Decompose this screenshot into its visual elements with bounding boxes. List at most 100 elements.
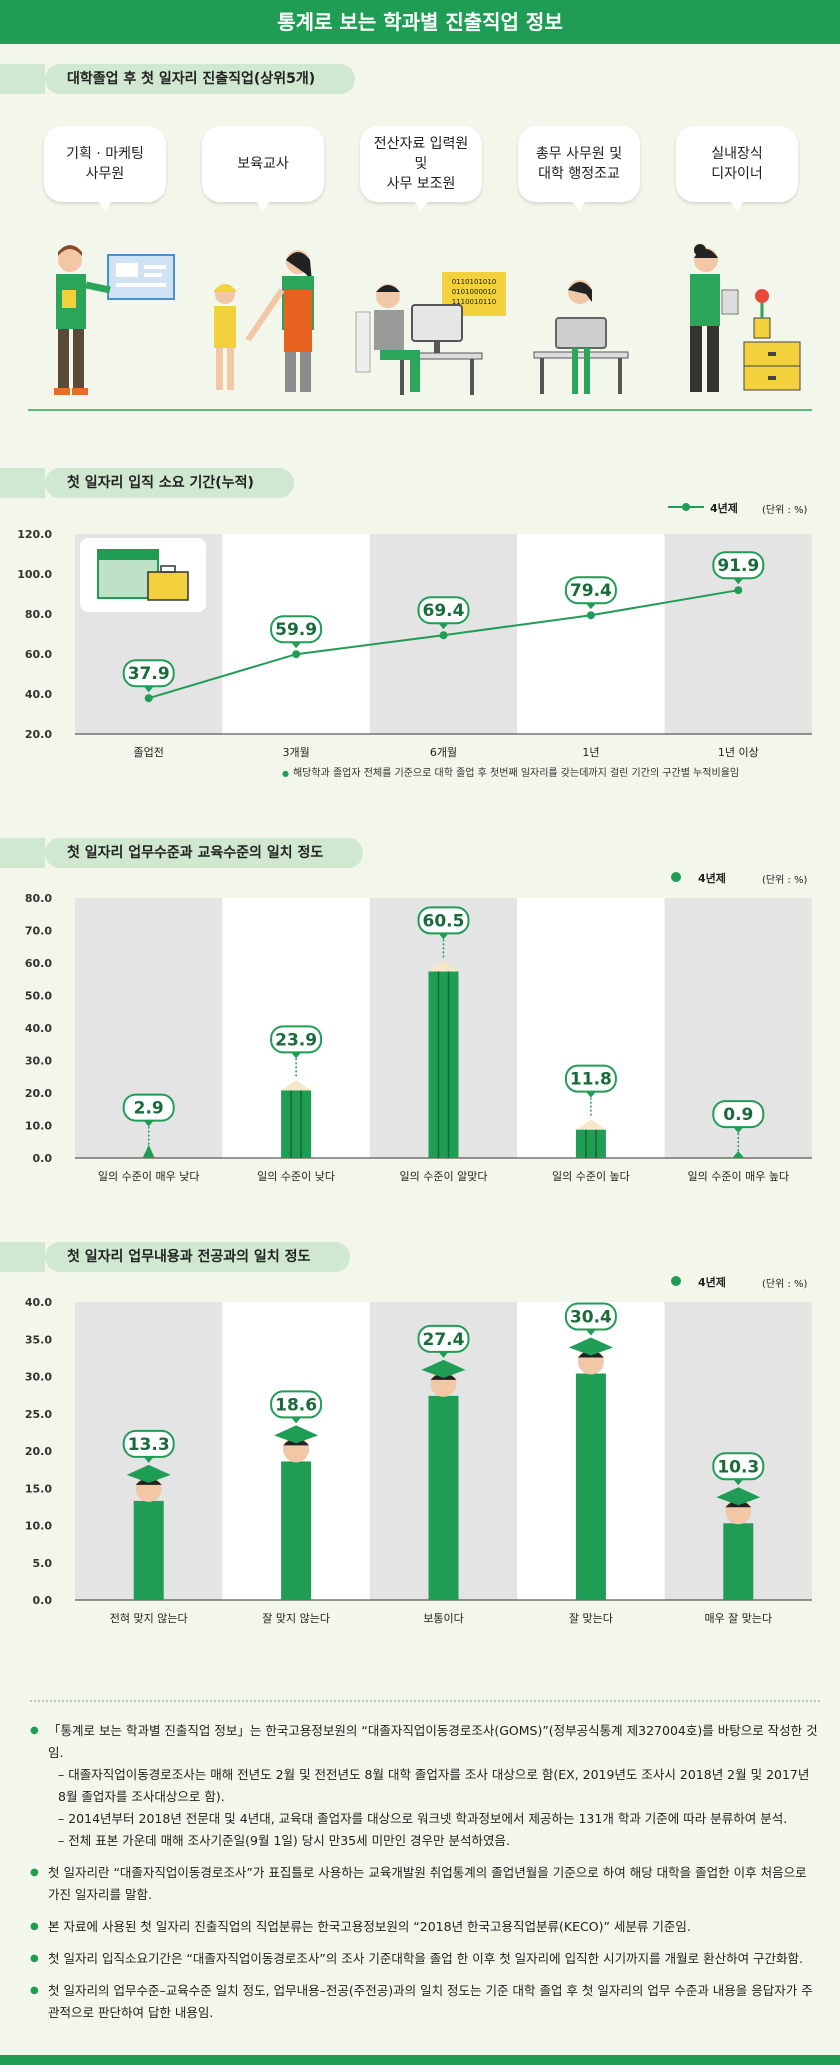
bar-body (281, 1090, 312, 1158)
value-label-pointer (438, 623, 449, 630)
legend-dot-level (671, 872, 681, 882)
x-tick-label: 일의 수준이 높다 (552, 1169, 630, 1183)
legend-label-duration: 4년제 (710, 502, 738, 515)
x-tick-label: 졸업전 (134, 746, 164, 759)
bar-chart-content: 40.0 35.0 30.0 25.0 20.0 15.0 10.0 5.0 0.0 전혀 맞지 … (25, 1296, 812, 1625)
value-label-pointer (585, 603, 596, 610)
x-tick-label: 일의 수준이 매우 낮다 (98, 1169, 200, 1183)
graduate-cap (274, 1425, 319, 1444)
job-bubble-1: 기획 · 마케팅 사무원 (44, 126, 166, 211)
value-label-pointer (585, 1091, 596, 1098)
note-item: 「통계로 보는 학과별 진출직업 정보」는 한국고용정보원의 “대졸자직업이동경… (30, 1720, 820, 1852)
value-label-pointer (733, 578, 744, 585)
y-tick-label: 60.0 (25, 648, 52, 661)
job-bubble-4: 총무 사무원 및 대학 행정조교 (518, 126, 640, 211)
bar (723, 1523, 754, 1600)
binary-line-3: 1110010110 (452, 298, 497, 306)
y-tick-label: 50.0 (25, 990, 52, 1003)
data-label: 91.9 (717, 556, 759, 576)
data-label: 60.5 (423, 911, 465, 931)
value-label-pointer (438, 1351, 449, 1358)
data-label: 30.4 (570, 1308, 612, 1328)
legend-label-content: 4년제 (698, 1276, 726, 1289)
y-tick-label: 0.0 (33, 1594, 53, 1607)
bar-chart-level: 80.0 70.0 60.0 50.0 40.0 30.0 20.0 10.0 0.0 일의 수준… (25, 892, 812, 1183)
jobs-illustration: 0110101010 0101000010 1110010110 (28, 244, 812, 411)
note-item: 첫 일자리란 “대졸자직업이동경로조사”가 표집틀로 사용하는 교육개발원 취업… (30, 1862, 820, 1906)
legend-label-level: 4년제 (698, 872, 726, 885)
x-tick-label: 잘 맞는다 (569, 1612, 613, 1625)
data-label: 0.9 (723, 1105, 753, 1125)
x-tick-label: 잘 맞지 않는다 (262, 1612, 330, 1625)
bar-tip (142, 1144, 155, 1158)
y-tick-label: 30.0 (25, 1055, 52, 1068)
x-tick-label: 보통이다 (423, 1612, 463, 1625)
x-tick-label: 1년 이상 (718, 746, 759, 759)
note-text: 본 자료에 사용된 첫 일자리 진출직업의 직업분류는 한국고용정보원의 “20… (48, 1919, 691, 1934)
graduate-head-icon (716, 1487, 761, 1525)
section-title-duration: 첫 일자리 입직 소요 기간(누적) (0, 468, 294, 498)
data-label: 27.4 (423, 1330, 465, 1350)
bar (732, 1151, 745, 1158)
legend-line-marker (668, 503, 704, 511)
y-tick-label: 15.0 (25, 1482, 52, 1495)
y-tick-label: 20.0 (25, 728, 52, 741)
bar (281, 1080, 312, 1158)
y-tick-label: 25.0 (25, 1408, 52, 1421)
section-title-content: 첫 일자리 업무내용과 전공과의 일치 정도 (0, 1242, 351, 1272)
data-point (292, 650, 301, 659)
value-label-pointer (143, 686, 154, 693)
value-label-pointer (438, 933, 449, 940)
section-title-jobs: 대학졸업 후 첫 일자리 진출직업(상위5개) (0, 64, 356, 94)
bar-tip (575, 1119, 606, 1130)
notes-section: 「통계로 보는 학과별 진출직업 정보」는 한국고용정보원의 “대졸자직업이동경… (30, 1700, 820, 2034)
data-label: 59.9 (275, 620, 317, 640)
value-label-box (712, 1100, 765, 1129)
section-title-level: 첫 일자리 업무수준과 교육수준의 일치 정도 (0, 838, 364, 868)
page-title: 통계로 보는 학과별 진출직업 정보 (0, 0, 840, 44)
data-point (439, 631, 448, 640)
legend-dot-content (671, 1276, 681, 1286)
bar-body (575, 1129, 606, 1158)
graduate-cap (421, 1359, 466, 1378)
data-point (734, 586, 743, 595)
y-tick-label: 40.0 (25, 688, 52, 701)
data-label: 79.4 (570, 581, 612, 601)
bar (575, 1119, 606, 1158)
y-tick-label: 35.0 (25, 1333, 52, 1346)
value-label-pointer (733, 1479, 744, 1486)
value-label-pointer (291, 642, 302, 649)
y-tick-label: 70.0 (25, 925, 52, 938)
binary-line-2: 0101000010 (452, 288, 497, 296)
job-bubble-5: 실내장식 디자이너 (676, 126, 798, 211)
chart-band (517, 534, 665, 734)
note-subitem: – 전체 표본 가운데 매해 조사기준일(9월 1일) 당시 만35세 미만인 … (58, 1833, 510, 1848)
planner-figure-icon (54, 245, 175, 395)
chart-band (517, 898, 665, 1158)
x-tick-label: 매우 잘 맞는다 (704, 1612, 772, 1625)
bar-body (723, 1523, 754, 1600)
note-text: 첫 일자리 입직소요기간은 “대졸자직업이동경로조사”의 조사 기준대학을 졸업… (48, 1951, 804, 1966)
value-label-pointer (733, 1127, 744, 1134)
unit-label-duration: (단위 : %) (762, 505, 808, 516)
admin-laptop-icon (533, 280, 629, 394)
note-item: 본 자료에 사용된 첫 일자리 진출직업의 직업분류는 한국고용정보원의 “20… (30, 1916, 820, 1938)
y-tick-label: 5.0 (33, 1557, 53, 1570)
data-label: 69.4 (423, 601, 465, 621)
y-tick-label: 100.0 (17, 568, 52, 581)
x-tick-label: 6개월 (430, 746, 457, 759)
clerk-computer-icon: 0110101010 0101000010 1110010110 (355, 272, 506, 395)
y-tick-label: 40.0 (25, 1296, 52, 1309)
unit-label-content: (단위 : %) (762, 1279, 808, 1290)
bar-body (281, 1461, 312, 1600)
value-label-box (417, 1324, 470, 1353)
data-label: 18.6 (275, 1395, 317, 1415)
y-tick-label: 80.0 (25, 608, 52, 621)
y-tick-label: 20.0 (25, 1087, 52, 1100)
graduate-cap (716, 1487, 761, 1506)
briefcase-handle (160, 565, 176, 573)
x-tick-label: 1년 (582, 746, 599, 759)
graduate-cap (126, 1464, 171, 1483)
data-point (586, 611, 595, 620)
y-tick-label: 20.0 (25, 1445, 52, 1458)
